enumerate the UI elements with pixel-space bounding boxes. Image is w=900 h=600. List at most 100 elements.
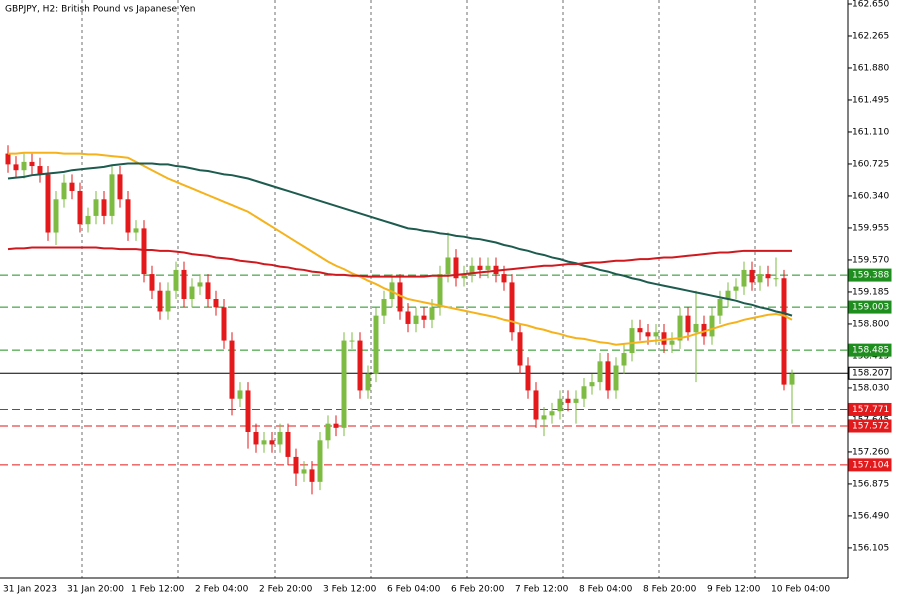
moving-average xyxy=(7,162,793,317)
x-tick-label: 31 Jan 2023 xyxy=(3,585,57,595)
candle-body xyxy=(669,340,675,345)
candle-body xyxy=(781,278,787,385)
candle-body xyxy=(789,373,795,385)
candle-body xyxy=(461,274,467,279)
candle-body xyxy=(29,161,35,167)
y-tick-label: 162.650 xyxy=(852,0,889,9)
candle-body xyxy=(429,307,435,320)
candle-body xyxy=(757,274,763,283)
level-price-box xyxy=(848,419,892,433)
candle-body xyxy=(373,315,379,374)
candle-body xyxy=(453,257,459,279)
candle-body xyxy=(637,328,643,333)
x-tick-label: 7 Feb 12:00 xyxy=(515,585,569,595)
candle-body xyxy=(765,274,771,279)
candle-body xyxy=(69,182,75,191)
candle-body xyxy=(589,382,595,387)
candle-body xyxy=(93,199,99,216)
candle-body xyxy=(325,423,331,441)
candle-body xyxy=(653,332,659,337)
candle-body xyxy=(133,228,139,233)
candle-body xyxy=(605,361,611,391)
candle-body xyxy=(141,228,147,275)
moving-average xyxy=(7,246,792,278)
candle-body xyxy=(557,398,563,412)
candle-body xyxy=(581,386,587,399)
level-price-label: 159.003 xyxy=(852,303,889,313)
candle-body xyxy=(541,415,547,420)
candle-body xyxy=(549,411,555,416)
candle-body xyxy=(573,398,579,403)
candle-body xyxy=(717,299,723,316)
candle-body xyxy=(381,299,387,316)
candle-body xyxy=(253,431,259,445)
y-tick-label: 157.260 xyxy=(852,447,889,457)
y-tick-label: 161.880 xyxy=(852,63,889,73)
candle-body xyxy=(421,315,427,320)
candle-body xyxy=(685,315,691,333)
candle-body xyxy=(709,315,715,337)
candle-body xyxy=(405,311,411,324)
candle-body xyxy=(741,269,747,287)
candle-body xyxy=(525,365,531,391)
level-price-box xyxy=(848,366,892,380)
candle-body xyxy=(469,265,475,275)
y-tick-label: 161.110 xyxy=(852,127,889,137)
candle-body xyxy=(101,199,107,216)
level-price-box xyxy=(848,402,892,416)
candle-body xyxy=(21,161,27,171)
candle-body xyxy=(165,290,171,312)
level-price-box xyxy=(848,343,892,357)
candle-body xyxy=(773,278,779,280)
candle-body xyxy=(205,282,211,300)
y-tick-label: 160.340 xyxy=(852,191,889,201)
candle-body xyxy=(733,286,739,291)
candle-body xyxy=(309,469,315,482)
candle-body xyxy=(261,440,267,445)
candle-body xyxy=(181,269,187,300)
candle-body xyxy=(725,290,731,300)
candle-body xyxy=(301,469,307,474)
candle-body xyxy=(149,274,155,291)
x-tick-label: 10 Feb 04:00 xyxy=(771,585,830,595)
candle-body xyxy=(349,340,355,342)
candle-body xyxy=(333,423,339,428)
candle-body xyxy=(117,174,123,200)
candle-body xyxy=(341,340,347,428)
candle-body xyxy=(413,315,419,324)
y-tick-label: 161.495 xyxy=(852,95,889,105)
candle-body xyxy=(749,269,755,283)
candle-body xyxy=(477,265,483,270)
candle-body xyxy=(365,373,371,391)
candle-body xyxy=(277,431,283,445)
candle-body xyxy=(317,440,323,482)
candle-body xyxy=(53,199,59,233)
level-price-box xyxy=(848,300,892,314)
candle-body xyxy=(597,361,603,383)
candle-body xyxy=(509,282,515,333)
x-tick-label: 9 Feb 12:00 xyxy=(707,585,761,595)
candle-body xyxy=(701,323,707,337)
x-tick-label: 6 Feb 04:00 xyxy=(387,585,441,595)
candle-body xyxy=(693,323,699,333)
x-tick-label: 2 Feb 04:00 xyxy=(195,585,249,595)
candle-body xyxy=(501,274,507,283)
candle-body xyxy=(285,431,291,457)
candle-body xyxy=(197,282,203,287)
y-tick-label: 159.185 xyxy=(852,287,889,297)
candle-body xyxy=(157,290,163,312)
level-price-label: 157.572 xyxy=(852,421,889,431)
candle-body xyxy=(5,153,11,165)
candle-body xyxy=(517,332,523,366)
candle-body xyxy=(629,328,635,354)
level-price-label: 158.207 xyxy=(852,369,889,379)
candle-body xyxy=(221,307,227,341)
candle-body xyxy=(213,299,219,308)
level-price-box xyxy=(848,458,892,472)
candle-body xyxy=(109,174,115,216)
y-tick-label: 160.725 xyxy=(852,159,889,169)
x-tick-label: 8 Feb 04:00 xyxy=(579,585,633,595)
x-tick-label: 2 Feb 20:00 xyxy=(259,585,313,595)
candle-body xyxy=(677,315,683,341)
